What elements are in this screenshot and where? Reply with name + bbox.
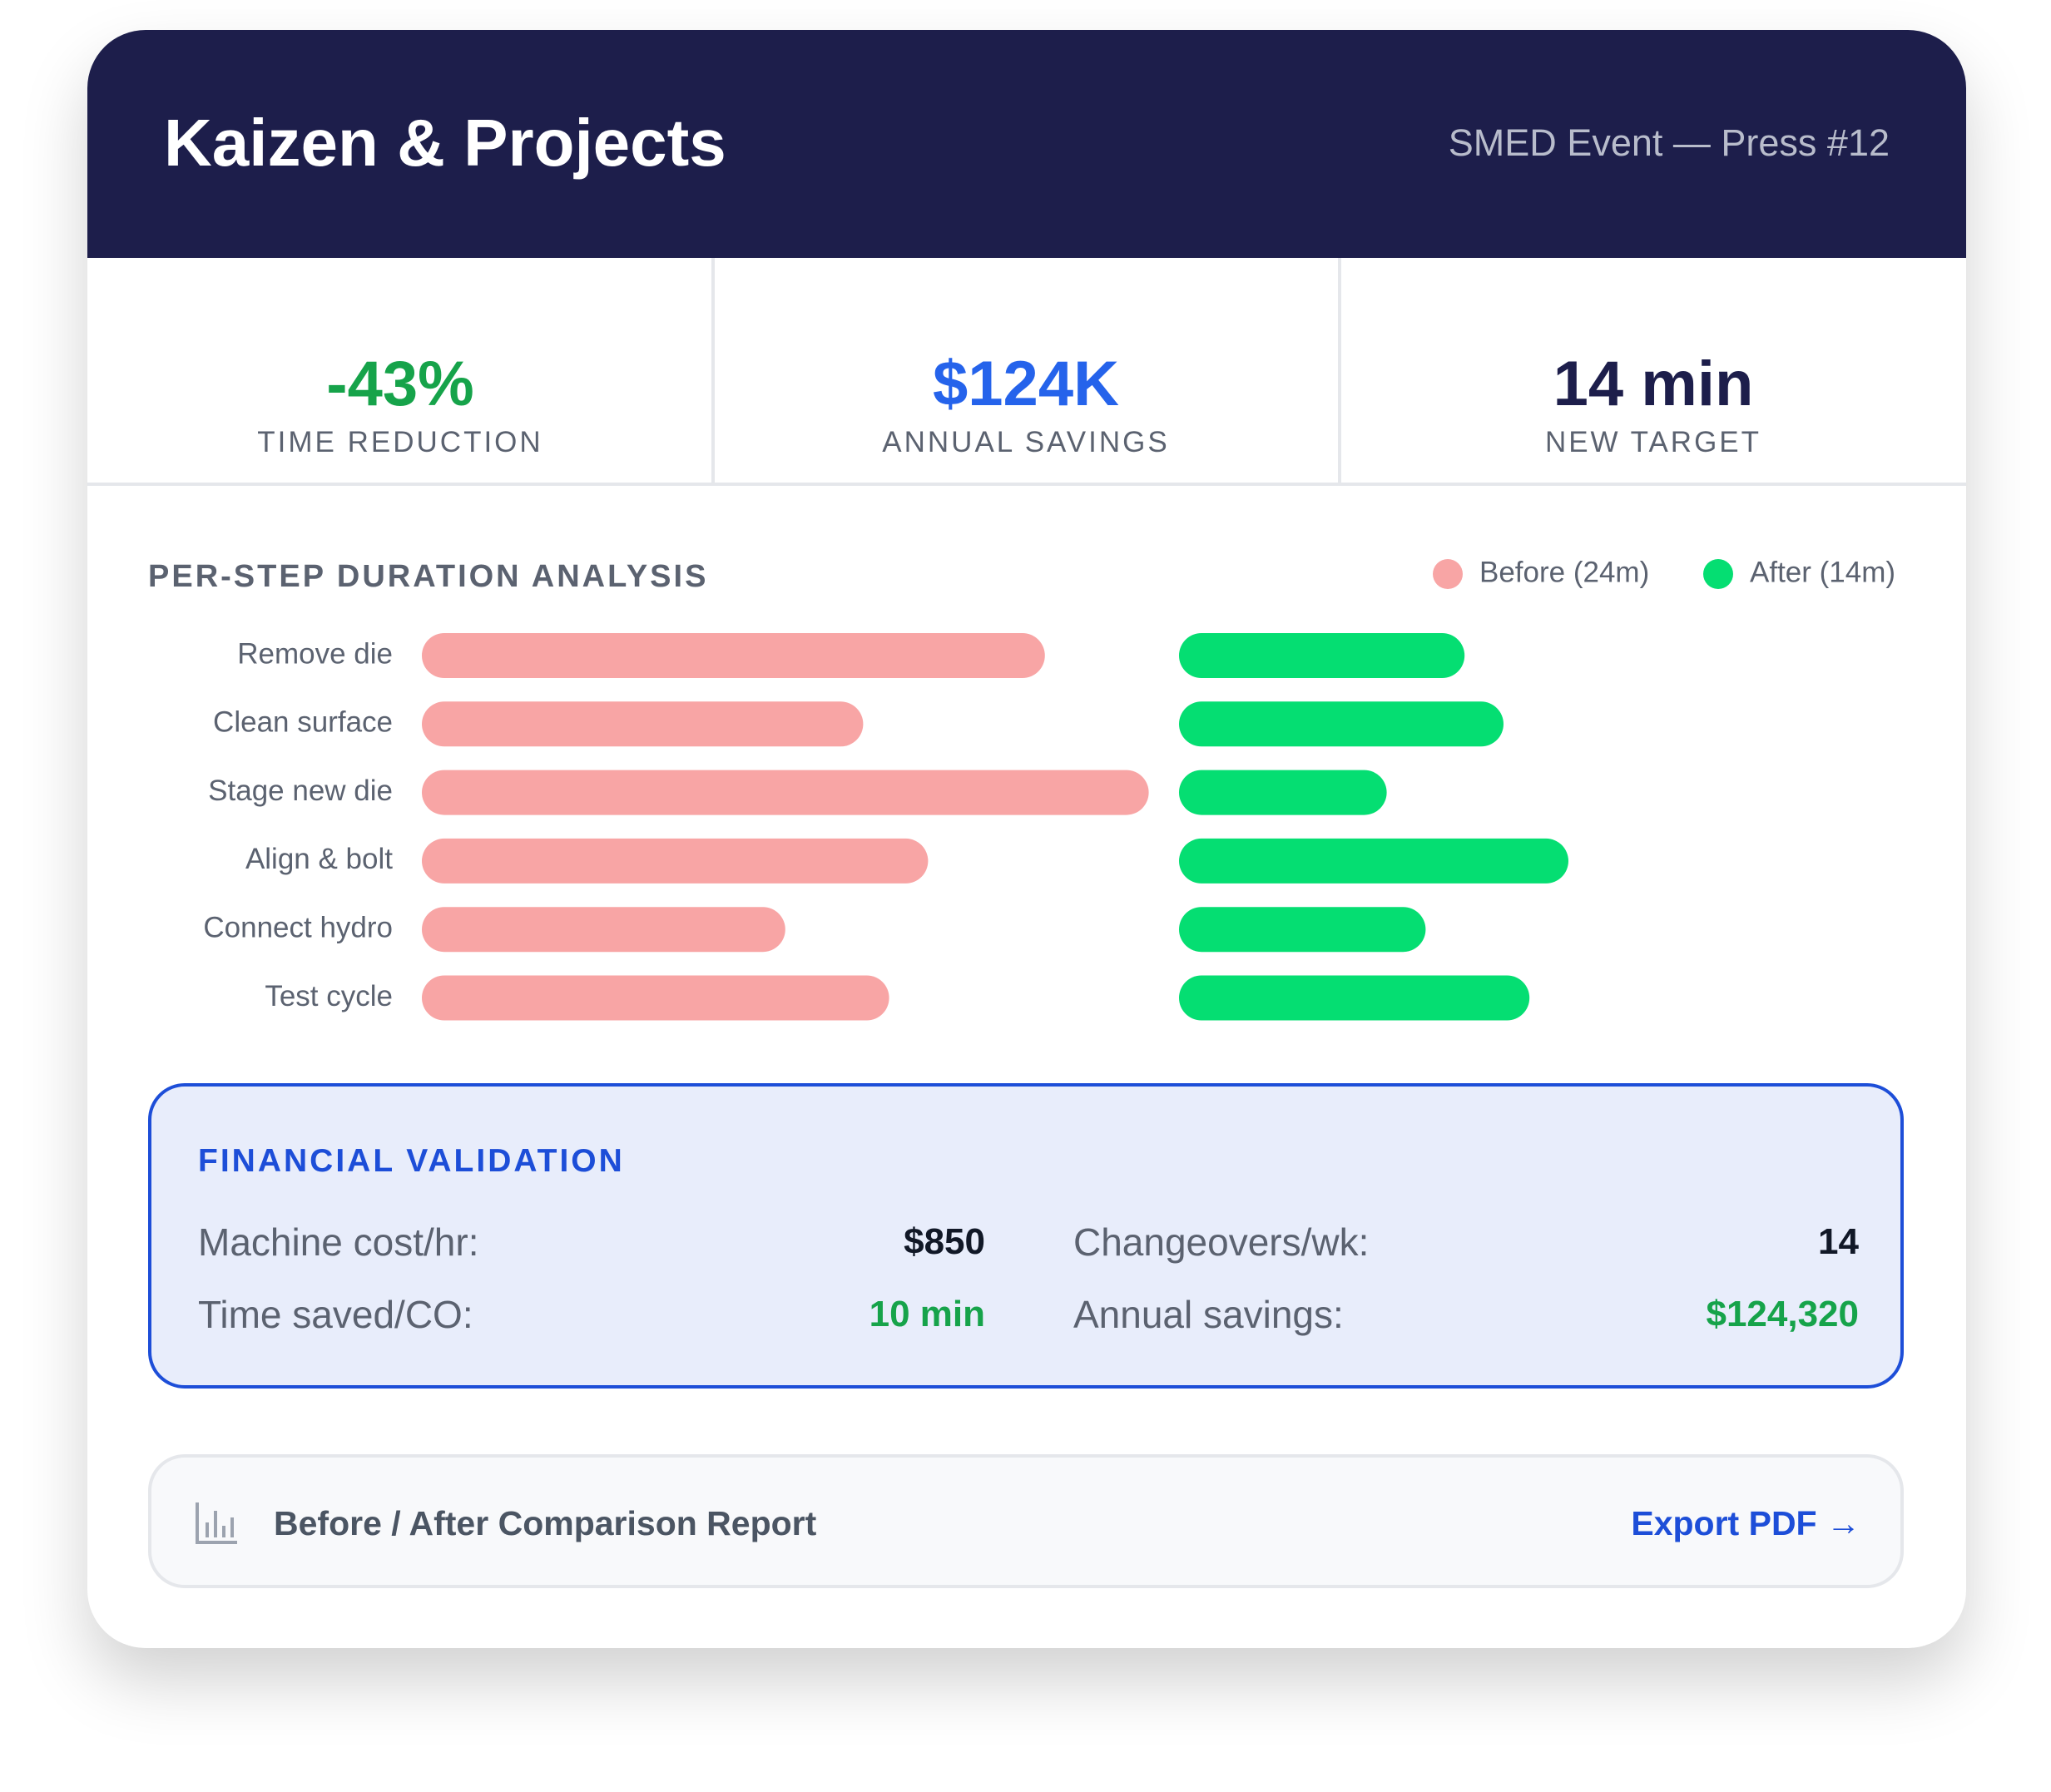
bar [1179,838,1568,884]
header-subtitle: SMED Event — Press #12 [1448,121,1890,164]
item-value: $850 [904,1221,985,1262]
kpi: $124K ANNUAL SAVINGS [713,258,1339,486]
chart-icon [196,1502,237,1544]
header: Kaizen & Projects SMED Event — Press #12 [87,30,1966,258]
kpi-value: 14 min [1553,349,1754,419]
item-label: Time saved/CO: [198,1293,473,1336]
bar [422,907,785,953]
bar [1179,770,1387,815]
bar [1179,975,1530,1021]
kpi-value: $124K [933,349,1119,419]
kpi-label: NEW TARGET [1544,426,1762,458]
category-label: Clean surface [213,706,393,739]
bar [422,701,864,747]
export-button[interactable]: Export PDF → [1631,1504,1860,1542]
item-label: Annual savings: [1073,1293,1344,1336]
footer-text: Before / After Comparison Report [274,1504,817,1542]
bar [1179,633,1465,678]
category-label: Stage new die [208,775,393,807]
chart: PER-STEP DURATION ANALYSIS Before (24m) A… [148,556,1895,1021]
kpi-value: -43% [326,349,474,419]
bar [422,770,1149,815]
category-label: Test cycle [265,980,393,1012]
item-value: 10 min [869,1294,985,1334]
header-title: Kaizen & Projects [164,106,726,180]
item-value: $124,320 [1706,1294,1859,1334]
footer-bar: Before / After Comparison Report Export … [148,1454,1904,1588]
category-label: Remove die [237,637,393,670]
kpi: -43% TIME REDUCTION [87,258,713,486]
legend-label: Before (24m) [1479,556,1649,588]
divider [711,258,715,486]
category-label: Align & bolt [245,843,393,875]
item-label: Changeovers/wk: [1073,1220,1370,1264]
kpi-label: ANNUAL SAVINGS [882,426,1170,458]
bar [1179,907,1426,953]
divider [1338,258,1341,486]
bar [422,975,889,1021]
kpi: 14 min NEW TARGET [1340,258,1966,486]
financial-panel: FINANCIAL VALIDATION Machine cost/hr: $8… [148,1083,1904,1389]
bar [422,633,1045,678]
panel-title: FINANCIAL VALIDATION [198,1143,625,1179]
bar [1179,701,1504,747]
item-value: 14 [1818,1221,1859,1262]
item-label: Machine cost/hr: [198,1220,479,1264]
category-label: Connect hydro [203,911,393,943]
card: Kaizen & Projects SMED Event — Press #12… [87,30,1966,1648]
legend-label: After (14m) [1750,556,1895,588]
legend-dot [1703,559,1733,589]
kpi-label: TIME REDUCTION [257,426,543,458]
legend-dot [1433,559,1463,589]
bar [422,838,929,884]
chart-title: PER-STEP DURATION ANALYSIS [148,559,708,594]
